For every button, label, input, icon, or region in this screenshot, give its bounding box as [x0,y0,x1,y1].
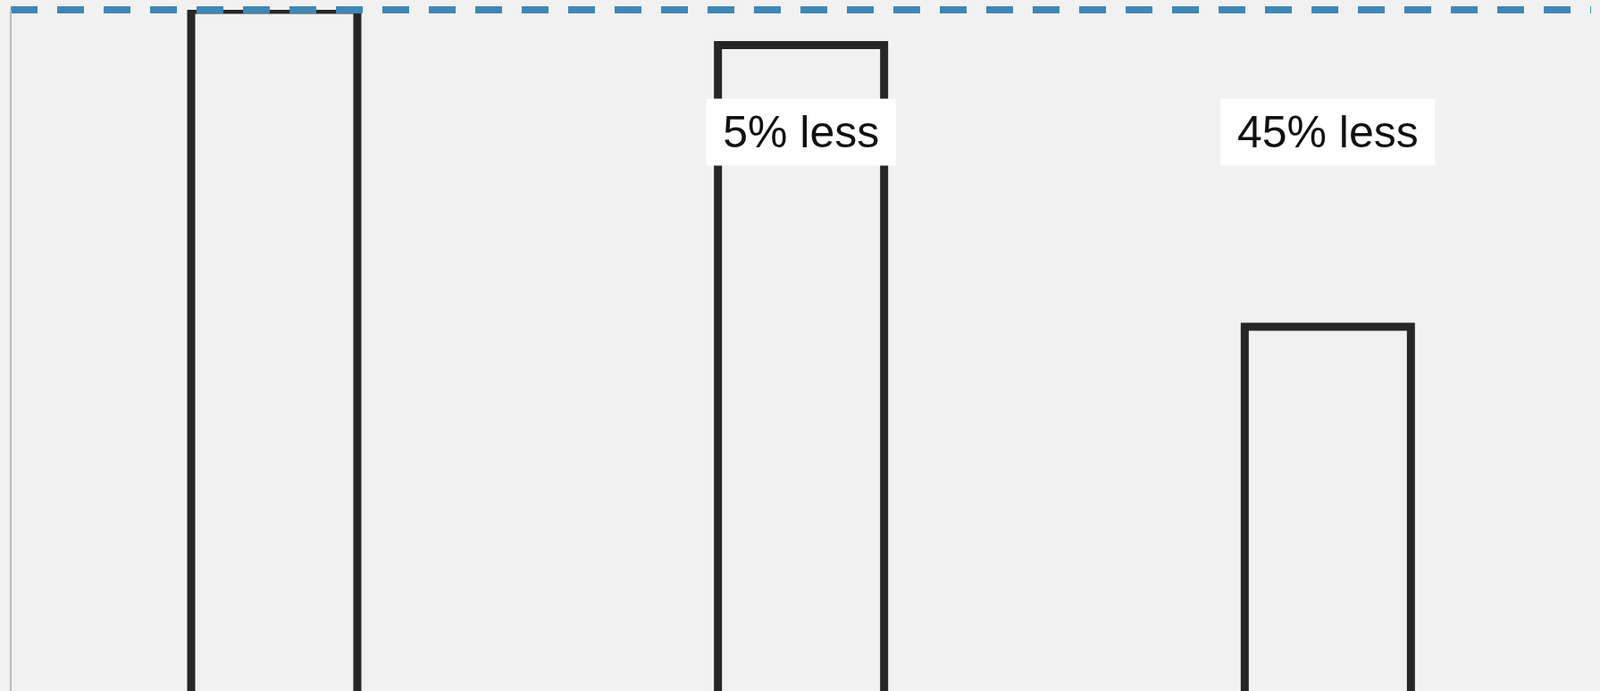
svg-text:45% less: 45% less [1237,107,1419,158]
svg-text:5% less: 5% less [722,107,880,158]
